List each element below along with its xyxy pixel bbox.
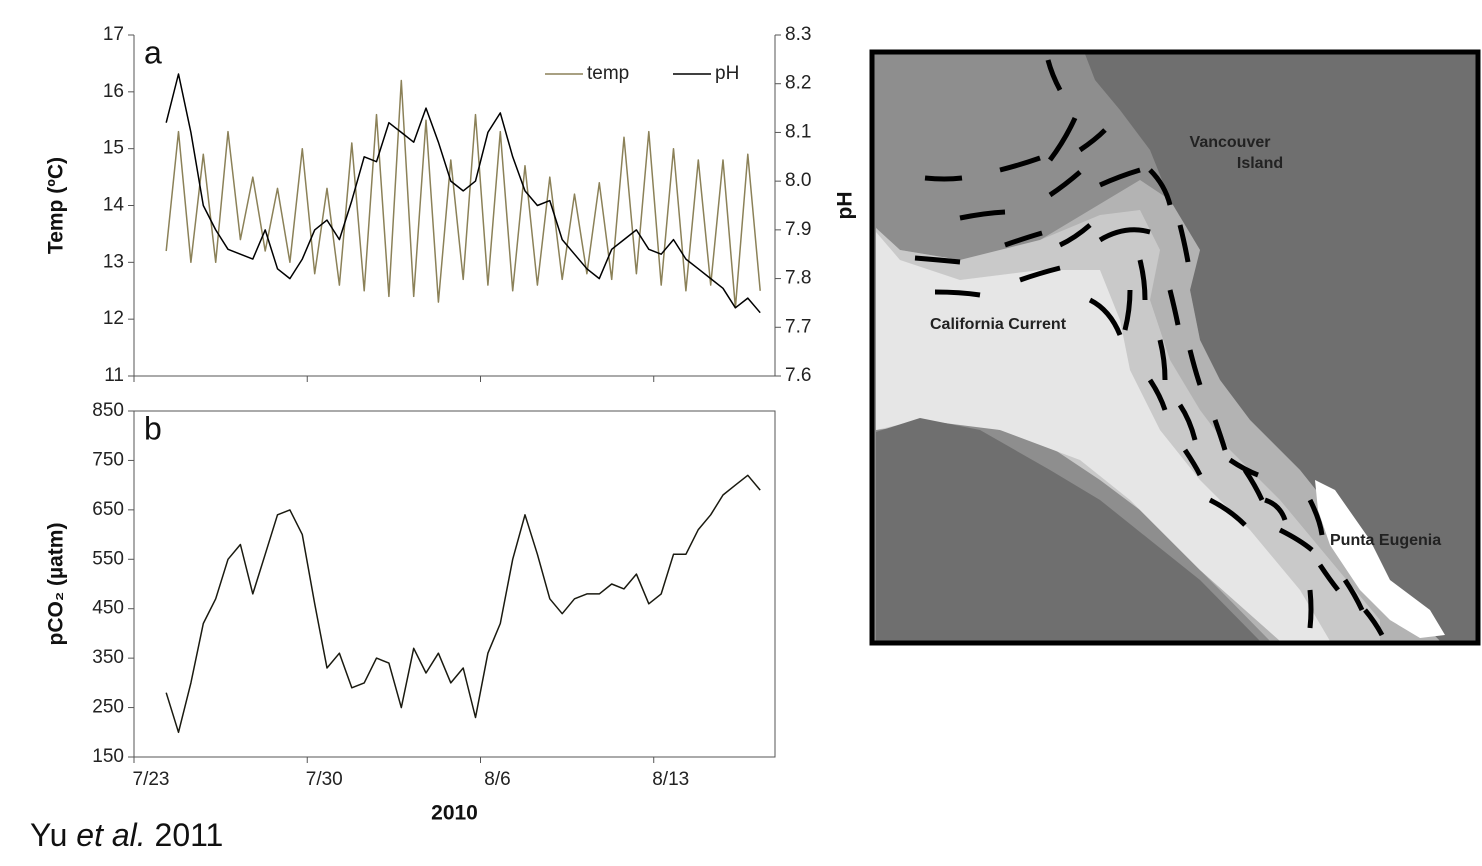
citation-author: Yu <box>30 817 67 853</box>
series-line <box>165 79 761 309</box>
y-tick-label: 16 <box>103 81 124 102</box>
y2-tick-label: 8.3 <box>785 24 811 45</box>
y-axis-label: Temp (ºC) <box>45 157 68 254</box>
map-label: Island <box>1237 155 1283 172</box>
x-tick-label: 7/30 <box>306 769 343 790</box>
y2-tick-label: 7.6 <box>785 365 811 386</box>
panel-label: a <box>144 34 162 70</box>
y-tick-label: 14 <box>103 195 125 216</box>
x-axis-label: 2010 <box>431 802 478 825</box>
y-axis-label: pCO₂ (µatm) <box>45 523 68 646</box>
panel-label: b <box>144 410 162 446</box>
x-tick-label: 8/6 <box>484 769 510 790</box>
y-tick-label: 15 <box>103 138 124 159</box>
y-tick-label: 450 <box>92 598 124 619</box>
map-label: California Current <box>930 316 1067 333</box>
y-tick-label: 850 <box>92 400 124 421</box>
y-tick-label: 650 <box>92 499 124 520</box>
map-label: Punta Eugenia <box>1330 532 1441 549</box>
series-line <box>165 73 761 314</box>
series-line <box>165 474 761 734</box>
map-baja <box>1315 480 1445 638</box>
y-tick-label: 17 <box>103 24 124 45</box>
map: Vancouver Island California Current Punt… <box>869 49 1481 646</box>
y2-tick-label: 7.8 <box>785 268 811 289</box>
citation: Yu et al. 2011 <box>30 817 223 853</box>
x-tick-label: 7/23 <box>133 769 170 790</box>
map-land <box>1085 54 1478 641</box>
y2-tick-label: 7.7 <box>785 316 811 337</box>
y2-axis-label: pH <box>834 192 857 220</box>
y-tick-label: 150 <box>92 746 124 767</box>
map-label: Vancouver <box>1190 134 1271 151</box>
legend-label: pH <box>715 63 739 84</box>
citation-year: 2011 <box>155 817 224 853</box>
y2-tick-label: 8.2 <box>785 73 811 94</box>
map-band-3 <box>876 232 1330 641</box>
y-tick-label: 250 <box>92 697 124 718</box>
plot-frame <box>133 410 776 758</box>
y-tick-label: 550 <box>92 548 124 569</box>
x-tick-label: 8/13 <box>652 769 689 790</box>
y-tick-label: 13 <box>103 251 124 272</box>
y-tick-label: 750 <box>92 449 124 470</box>
y-tick-label: 350 <box>92 647 124 668</box>
y-tick-label: 11 <box>104 365 124 386</box>
map-deep-ocean <box>876 418 1260 641</box>
map-arrows <box>914 59 1385 637</box>
citation-etal: et al. <box>76 817 145 853</box>
legend-label: temp <box>587 63 629 84</box>
y2-tick-label: 7.9 <box>785 219 811 240</box>
map-frame <box>869 49 1481 646</box>
y-tick-label: 12 <box>103 308 124 329</box>
y2-tick-label: 8.1 <box>785 121 811 142</box>
y2-tick-label: 8.0 <box>785 170 811 191</box>
